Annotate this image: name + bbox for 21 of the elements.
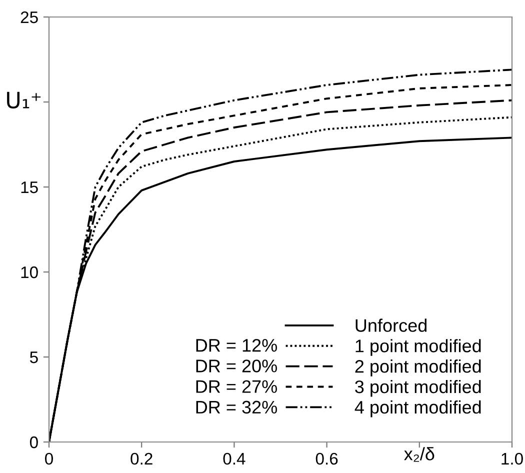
x-tick-label: 0 <box>45 452 53 465</box>
x-tick-label: 0.2 <box>130 452 152 465</box>
y-tick-label: 5 <box>30 352 38 364</box>
legend-label: Unforced <box>356 318 426 332</box>
x-tick-label: 0.4 <box>223 452 246 465</box>
y-tick-label: 15 <box>21 182 38 194</box>
y-axis-title: U₁⁺ <box>7 92 41 108</box>
legend-label: 3 point modified <box>355 380 481 397</box>
legend-label: 2 point modified <box>355 360 481 376</box>
annotation: DR = 20% <box>196 360 277 372</box>
x-tick-label: 1.0 <box>502 452 523 465</box>
legend-label: 1 point modified <box>356 339 481 356</box>
x-tick-label: 0.6 <box>316 452 338 465</box>
y-tick-label: 25 <box>20 11 38 24</box>
x-axis-title: x₂/δ <box>404 447 434 462</box>
annotation: DR = 12% <box>196 338 277 352</box>
annotation: DR = 32% <box>196 400 277 414</box>
y-tick-label: 0 <box>30 436 38 448</box>
y-tick-label: 10 <box>21 266 38 278</box>
legend-label: 4 point modified <box>354 400 481 418</box>
annotation: DR = 27% <box>196 380 277 393</box>
